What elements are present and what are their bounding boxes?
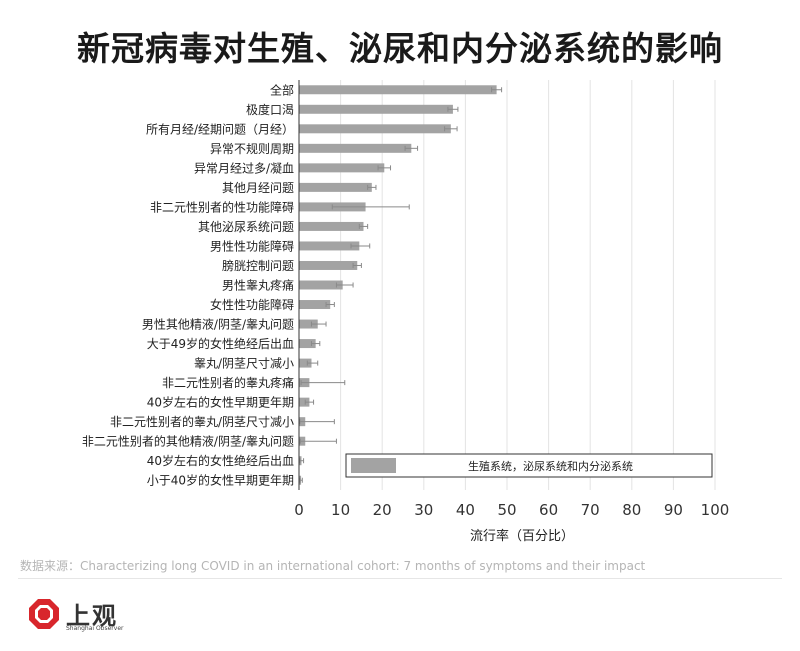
chart-title: 新冠病毒对生殖、泌尿和内分泌系统的影响 xyxy=(77,29,723,68)
bar xyxy=(299,241,360,251)
logo-octagon-icon xyxy=(29,599,59,629)
bar xyxy=(299,143,412,153)
category-label: 其他月经问题 xyxy=(222,181,294,195)
x-tick-label: 10 xyxy=(331,501,350,519)
category-label: 膀胱控制问题 xyxy=(222,258,294,273)
category-label: 非二元性别者的性功能障碍 xyxy=(150,199,294,214)
x-tick-label: 80 xyxy=(622,501,641,519)
logo: 上观 Shanghai Observer xyxy=(28,596,168,636)
x-tick-label: 20 xyxy=(373,501,392,519)
footer-divider xyxy=(18,578,782,579)
x-tick-label: 60 xyxy=(539,501,558,519)
category-label: 40岁左右的女性早期更年期 xyxy=(147,395,294,410)
category-label: 所有月经/经期问题（月经） xyxy=(146,122,294,136)
logo-name: 上观 xyxy=(66,602,118,630)
x-tick-label: 40 xyxy=(456,501,475,519)
bar xyxy=(299,182,372,192)
bar xyxy=(299,163,385,173)
bar xyxy=(299,104,453,114)
bar xyxy=(299,221,364,231)
x-tick-label: 100 xyxy=(701,501,730,519)
category-label: 异常月经过多/凝血 xyxy=(194,160,294,175)
category-label: 小于40岁的女性早期更年期 xyxy=(147,473,294,488)
bar xyxy=(299,339,316,349)
bar xyxy=(299,124,451,134)
grid-lines xyxy=(340,80,716,490)
bar xyxy=(299,300,331,310)
x-tick-label: 50 xyxy=(497,501,516,519)
category-label: 非二元性别者的其他精液/阴茎/睾丸问题 xyxy=(82,434,294,449)
bar xyxy=(299,358,312,368)
category-label: 女性性功能障碍 xyxy=(210,297,294,312)
legend-box xyxy=(345,453,713,478)
category-label: 非二元性别者的睾丸疼痛 xyxy=(162,375,294,390)
bar xyxy=(299,397,310,407)
legend-swatch xyxy=(351,458,396,473)
x-tick-label: 90 xyxy=(664,501,683,519)
x-tick-labels: 0 10 20 30 40 50 60 70 80 90 100 xyxy=(294,501,729,519)
category-label: 异常不规则周期 xyxy=(210,141,294,156)
x-tick-label: 30 xyxy=(414,501,433,519)
bar xyxy=(299,280,343,290)
x-axis-label: 流行率（百分比） xyxy=(470,528,574,544)
bar xyxy=(299,85,497,95)
legend: 生殖系统，泌尿系统和内分泌系统 xyxy=(345,453,713,478)
category-label: 男性其他精液/阴茎/睾丸问题 xyxy=(142,317,294,332)
logo-english-name: Shanghai Observer xyxy=(66,625,124,632)
source-text: 数据来源：Characterizing long COVID in an int… xyxy=(20,559,646,573)
x-tick-label: 0 xyxy=(294,501,304,519)
category-label: 男性性功能障碍 xyxy=(210,238,294,253)
error-bars xyxy=(299,87,503,483)
category-label: 极度口渴 xyxy=(246,102,294,117)
category-label: 男性睾丸疼痛 xyxy=(222,278,294,293)
category-label: 40岁左右的女性绝经后出血 xyxy=(147,453,294,468)
bars xyxy=(299,85,497,485)
bar xyxy=(299,260,358,270)
legend-label: 生殖系统，泌尿系统和内分泌系统 xyxy=(468,459,633,473)
bar xyxy=(299,319,318,329)
category-label: 非二元性别者的睾丸/阴茎尺寸减小 xyxy=(110,414,294,429)
category-label: 睾丸/阴茎尺寸减小 xyxy=(194,356,294,371)
category-label: 大于49岁的女性绝经后出血 xyxy=(147,336,294,351)
category-label: 其他泌尿系统问题 xyxy=(198,220,294,234)
category-label: 全部 xyxy=(270,82,294,97)
x-tick-label: 70 xyxy=(581,501,600,519)
